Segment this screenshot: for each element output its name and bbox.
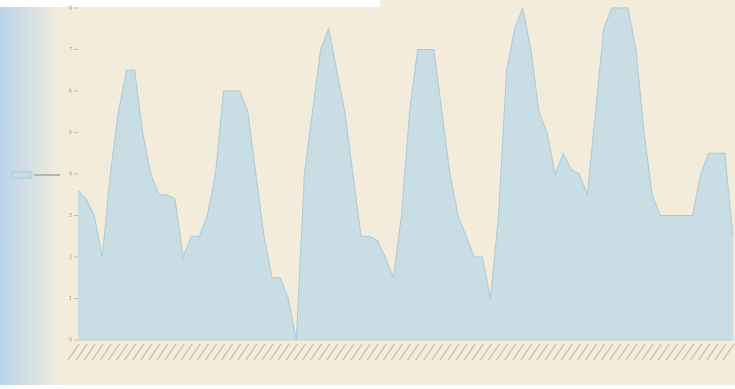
y-tick-label: 3 xyxy=(69,213,72,219)
x-label-blur xyxy=(431,343,444,361)
top-bar xyxy=(0,0,380,7)
x-label-blur xyxy=(520,343,533,361)
x-label-blur xyxy=(277,343,290,361)
x-label-blur xyxy=(455,343,468,361)
side-panel xyxy=(0,0,60,385)
x-label-blur xyxy=(463,343,476,361)
legend-text-blur xyxy=(34,174,60,176)
y-tick-label: 2 xyxy=(69,255,72,261)
x-label-blur xyxy=(665,343,679,361)
x-label-blur xyxy=(504,343,517,361)
x-label-blur xyxy=(204,343,218,361)
x-label-blur xyxy=(269,343,282,361)
x-label-blur xyxy=(673,343,687,361)
x-label-blur xyxy=(536,343,549,361)
x-label-blur xyxy=(140,343,153,361)
x-label-blur xyxy=(212,343,226,361)
x-label-blur xyxy=(512,343,525,361)
x-label-blur xyxy=(318,343,331,361)
x-label-blur xyxy=(123,343,137,361)
x-label-blur xyxy=(107,343,121,361)
x-label-blur xyxy=(641,343,654,361)
y-tick-label: 4 xyxy=(69,172,72,178)
x-label-blur xyxy=(706,343,719,361)
x-label-blur xyxy=(366,343,379,361)
line xyxy=(77,6,734,341)
x-label-blur xyxy=(91,343,104,361)
x-label-blur xyxy=(617,343,630,361)
x-label-blur xyxy=(576,343,590,361)
x-label-blur xyxy=(285,343,298,361)
x-label-blur xyxy=(423,343,436,361)
x-label-blur xyxy=(229,343,242,361)
x-label-blur xyxy=(172,343,185,361)
x-axis-labels xyxy=(67,343,735,361)
x-label-blur xyxy=(309,343,323,361)
x-label-blur xyxy=(407,343,420,361)
x-label-blur xyxy=(415,343,428,361)
x-label-blur xyxy=(99,343,112,361)
x-label-blur xyxy=(245,343,258,361)
x-label-blur xyxy=(625,343,638,361)
x-label-blur xyxy=(544,343,557,361)
x-label-blur xyxy=(342,343,355,361)
y-tick-label: 5 xyxy=(69,130,72,136)
x-label-blur xyxy=(382,343,395,361)
x-label-blur xyxy=(528,343,541,361)
y-tick-label: 1 xyxy=(69,296,72,302)
legend-swatch xyxy=(11,171,33,179)
x-label-blur xyxy=(326,343,339,361)
x-label-blur xyxy=(722,343,735,361)
x-label-blur xyxy=(196,343,210,361)
x-label-blur xyxy=(560,343,573,361)
x-label-blur xyxy=(398,343,412,361)
y-tick-label: 6 xyxy=(69,89,72,95)
x-label-blur xyxy=(471,343,484,361)
x-label-blur xyxy=(67,343,80,361)
x-label-blur xyxy=(681,343,695,361)
x-label-blur xyxy=(221,343,234,361)
x-label-blur xyxy=(690,343,703,361)
x-label-blur xyxy=(237,343,250,361)
x-label-blur xyxy=(495,343,509,361)
x-label-blur xyxy=(148,343,161,361)
x-label-blur xyxy=(253,343,266,361)
x-label-blur xyxy=(657,343,670,361)
x-label-blur xyxy=(374,343,387,361)
x-label-blur xyxy=(601,343,614,361)
x-label-blur xyxy=(390,343,404,361)
x-label-blur xyxy=(261,343,274,361)
y-tick-label: 7 xyxy=(69,47,72,53)
x-label-blur xyxy=(293,343,307,361)
area xyxy=(78,8,733,340)
x-label-blur xyxy=(487,343,501,361)
x-label-blur xyxy=(156,343,169,361)
x-label-blur xyxy=(301,343,315,361)
x-label-blur xyxy=(115,343,129,361)
x-label-blur xyxy=(649,343,662,361)
x-label-blur xyxy=(568,343,581,361)
x-label-blur xyxy=(164,343,177,361)
x-label-blur xyxy=(592,343,606,361)
x-label-blur xyxy=(180,343,193,361)
x-label-blur xyxy=(188,343,201,361)
x-label-blur xyxy=(447,343,460,361)
x-label-blur xyxy=(552,343,565,361)
x-label-blur xyxy=(698,343,711,361)
y-tick-label: 8 xyxy=(69,6,72,12)
x-label-blur xyxy=(609,343,622,361)
x-label-blur xyxy=(633,343,646,361)
x-label-blur xyxy=(439,343,452,361)
x-label-blur xyxy=(132,343,145,361)
x-label-blur xyxy=(83,343,96,361)
x-label-blur xyxy=(584,343,598,361)
x-label-blur xyxy=(479,343,493,361)
x-label-blur xyxy=(75,343,88,361)
x-label-blur xyxy=(350,343,363,361)
y-tick-label: 0 xyxy=(69,338,72,344)
x-label-blur xyxy=(334,343,347,361)
x-label-blur xyxy=(358,343,371,361)
x-label-blur xyxy=(714,343,727,361)
